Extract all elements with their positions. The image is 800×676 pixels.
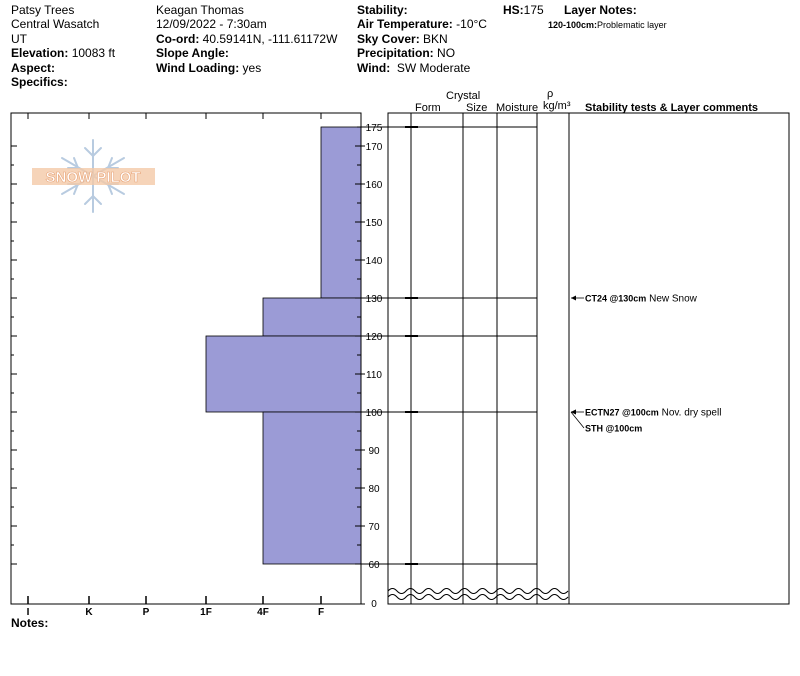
form-header: Form [415,102,441,114]
stability-test-code: STH @100cm [585,424,642,434]
notes: Notes: [11,616,48,630]
layer-boundaries [361,126,537,565]
aspect-label: Aspect: [11,61,56,75]
snowpilot-watermark: SNOW PILOT [32,139,155,213]
hs-label: HS: [503,3,524,17]
hardness-layer-bar [205,335,362,413]
test-arrow-icon [571,295,576,301]
layer-table-frame [387,112,790,605]
hardness-tick-label: 4F [257,607,269,618]
coord-value: 40.59141N, -111.61172W [202,32,338,46]
air-temp-label: Air Temperature: [357,17,453,31]
layer-note-text: Problematic layer [597,20,667,30]
density-unit: kg/m³ [543,100,571,112]
moisture-header: Moisture [496,102,539,114]
hardness-tick-label: K [85,607,93,618]
stability-test-code: ECTN27 @100cm [585,408,659,418]
stability-test-comment: New Snow [646,294,697,305]
air-temp-value: -10°C [456,17,487,31]
wind-value: SW Moderate [396,61,471,75]
depth-tick-label: 0 [371,599,377,610]
hardness-tick-label: 1F [200,607,212,618]
density-symbol: ρ [547,88,554,100]
layer-notes: Layer Notes: [564,3,637,17]
elevation-label: Elevation: [11,46,69,60]
precip-label: Precipitation: [357,46,434,60]
hardness-layer-bar [320,126,362,299]
wind: Wind: SW Moderate [357,61,470,75]
coordinates: Co-ord: 40.59141N, -111.61172W [156,32,337,46]
depth-tick-label: 170 [366,142,383,153]
hardness-tick-label: I [27,607,30,618]
precip-value: NO [437,46,456,60]
hardness-layer-bar [262,297,362,337]
observer-name: Keagan Thomas [156,3,244,17]
depth-tick-label: 60 [368,560,380,571]
specifics: Specifics: [11,75,68,89]
hardness-axis: I K P 1F 4F F [11,113,324,618]
state: UT [11,32,27,46]
depth-tick-label: 120 [366,332,383,343]
depth-tick-label: 70 [368,522,380,533]
depth-tick-label: 80 [368,484,380,495]
specifics-label: Specifics: [11,75,68,89]
stability-label: Stability: [357,3,408,17]
notes-label: Notes: [11,616,49,630]
layer-note-item: 120-100cm:Problematic layer [548,18,667,32]
layer-note-range: 120-100cm: [548,20,598,30]
wind-label: Wind: [357,61,391,75]
watermark-band [32,168,155,185]
size-header: Size [466,102,488,114]
aspect: Aspect: [11,61,55,75]
wind-loading-label: Wind Loading: [156,61,240,75]
hardness-profile [205,126,362,565]
stability-tests: CT24 @130cm New Snow ECTN27 @100cm Nov. d… [570,294,721,434]
slope-angle: Slope Angle: [156,46,229,60]
stability-test-label: CT24 @130cm New Snow [585,294,698,305]
elevation: Elevation: 10083 ft [11,46,115,60]
slope-label: Slope Angle: [156,46,229,60]
mountain-range: Central Wasatch [11,17,100,31]
precipitation: Precipitation: NO [357,46,455,60]
air-temperature: Air Temperature: -10°C [357,17,487,31]
snow-height: HS:175 [503,3,544,17]
stability-test-label: STH @100cm [585,424,642,434]
depth-axis: 0 60 70 80 90 100 110 120 130 140 150 160 170 175 [355,113,383,610]
observation-datetime: 12/09/2022 - 7:30am [156,17,267,31]
comments-header: Stability tests & Layer comments [585,102,759,114]
elevation-value: 10083 ft [71,46,116,60]
depth-tick-label: 110 [366,370,382,381]
hardness-tick-label: P [143,607,150,618]
sky-value: BKN [423,32,448,46]
layer-table-columns [410,113,570,604]
stability-test-comment: Nov. dry spell [659,408,722,419]
location-name: Patsy Trees [11,3,75,17]
sky-label: Sky Cover: [357,32,420,46]
test-arrow-icon [571,409,576,415]
test-leader-line [570,411,585,429]
depth-break-marker [387,588,569,600]
hardness-tick-label: F [318,607,324,618]
layer-notes-label: Layer Notes: [564,3,637,17]
depth-tick-label: 175 [366,123,383,134]
wind-loading-value: yes [242,61,262,75]
hs-value: 175 [523,3,544,17]
sky-cover: Sky Cover: BKN [357,32,448,46]
stability-test-label: ECTN27 @100cm Nov. dry spell [585,408,721,419]
crystal-header: Crystal [446,90,481,102]
hardness-layer-bar [262,411,362,565]
stability: Stability: [357,3,408,17]
stability-test-code: CT24 @130cm [585,294,646,304]
depth-tick-label: 130 [366,294,383,305]
depth-tick-label: 90 [368,446,380,457]
depth-tick-label: 140 [366,256,383,267]
depth-tick-label: 150 [366,218,383,229]
depth-tick-label: 100 [366,408,383,419]
coord-label: Co-ord: [156,32,200,46]
watermark-text: SNOW PILOT [46,169,141,186]
depth-tick-label: 160 [366,180,383,191]
wind-loading: Wind Loading: yes [156,61,261,75]
